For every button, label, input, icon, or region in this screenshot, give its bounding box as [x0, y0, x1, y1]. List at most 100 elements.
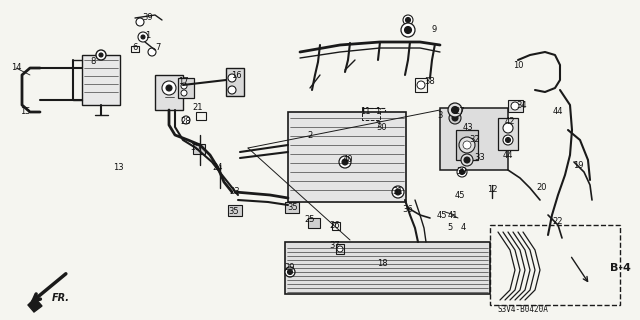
Text: 19: 19	[573, 161, 583, 170]
Circle shape	[141, 35, 145, 39]
Bar	[456, 130, 478, 160]
Bar	[440, 108, 508, 170]
Text: 30: 30	[377, 124, 387, 132]
Circle shape	[366, 114, 374, 122]
Bar	[285, 242, 490, 294]
Text: 28: 28	[180, 117, 191, 126]
Circle shape	[449, 112, 461, 124]
Text: 4: 4	[460, 223, 466, 233]
Text: 7: 7	[156, 44, 161, 52]
Text: 18: 18	[377, 259, 387, 268]
Text: 6: 6	[132, 44, 138, 52]
Circle shape	[228, 74, 236, 82]
Bar	[228, 205, 242, 216]
Bar	[490, 225, 620, 305]
Circle shape	[342, 159, 348, 165]
Bar	[155, 75, 183, 110]
Circle shape	[457, 167, 467, 177]
Circle shape	[365, 123, 375, 133]
Text: 36: 36	[403, 205, 413, 214]
Text: S3V4-B0420A: S3V4-B0420A	[498, 306, 549, 315]
Circle shape	[461, 154, 473, 166]
Circle shape	[417, 81, 425, 89]
Bar	[288, 112, 406, 202]
Text: 35: 35	[228, 207, 239, 217]
Circle shape	[285, 267, 295, 277]
Text: 44: 44	[503, 150, 513, 159]
Text: 7: 7	[375, 121, 381, 130]
Text: 20: 20	[537, 183, 547, 193]
Text: 43: 43	[463, 124, 474, 132]
Text: 33: 33	[475, 154, 485, 163]
Circle shape	[511, 102, 519, 110]
Text: 13: 13	[113, 164, 124, 172]
Circle shape	[464, 157, 470, 163]
Bar	[226, 68, 244, 96]
Bar	[336, 244, 344, 254]
Circle shape	[463, 141, 471, 149]
Circle shape	[403, 15, 413, 25]
Text: 23: 23	[230, 188, 240, 196]
Text: 27: 27	[454, 108, 465, 116]
Text: 24: 24	[212, 164, 223, 172]
Circle shape	[401, 23, 415, 37]
Circle shape	[459, 137, 475, 153]
Text: 45: 45	[455, 190, 465, 199]
Text: 38: 38	[424, 77, 435, 86]
Circle shape	[406, 18, 410, 22]
Text: 2: 2	[307, 131, 312, 140]
Circle shape	[404, 27, 412, 34]
Bar	[508, 100, 523, 112]
Bar	[285, 202, 299, 213]
Text: 32: 32	[470, 135, 480, 145]
Circle shape	[148, 48, 156, 56]
Text: 37: 37	[330, 241, 340, 250]
Circle shape	[503, 135, 513, 145]
Bar	[193, 144, 205, 154]
Bar	[363, 108, 385, 132]
Bar	[82, 55, 120, 105]
Circle shape	[452, 115, 458, 121]
Text: 44: 44	[553, 108, 563, 116]
Text: FR.: FR.	[52, 293, 70, 303]
Text: 21: 21	[193, 103, 204, 113]
Circle shape	[162, 81, 176, 95]
Circle shape	[368, 116, 372, 120]
Text: 29: 29	[285, 263, 295, 273]
Text: 25: 25	[305, 215, 316, 225]
Circle shape	[181, 83, 187, 89]
Circle shape	[136, 18, 144, 26]
Polygon shape	[28, 298, 42, 312]
Text: 22: 22	[553, 218, 563, 227]
Bar	[498, 118, 518, 150]
Circle shape	[337, 246, 343, 252]
Bar	[178, 78, 194, 98]
Text: 35: 35	[191, 143, 202, 153]
Text: 3: 3	[437, 110, 443, 119]
Text: 31: 31	[393, 188, 403, 196]
Circle shape	[166, 85, 172, 91]
Circle shape	[99, 53, 103, 57]
Circle shape	[392, 186, 404, 198]
Text: 5: 5	[447, 223, 452, 233]
Circle shape	[395, 189, 401, 195]
Text: 10: 10	[513, 60, 524, 69]
Bar	[196, 112, 206, 120]
Text: 12: 12	[487, 186, 497, 195]
Text: 35: 35	[288, 204, 298, 212]
Circle shape	[182, 116, 190, 124]
Text: 34: 34	[516, 100, 527, 109]
Circle shape	[181, 90, 187, 96]
Circle shape	[138, 32, 148, 42]
Circle shape	[339, 156, 351, 168]
Circle shape	[287, 269, 292, 275]
Text: 39: 39	[457, 167, 467, 177]
Text: 9: 9	[431, 26, 436, 35]
Text: 26: 26	[330, 220, 340, 229]
Text: B-4: B-4	[610, 263, 631, 273]
Bar	[332, 222, 340, 230]
Text: 39: 39	[143, 13, 154, 22]
Text: 41: 41	[448, 211, 458, 220]
Circle shape	[503, 123, 513, 133]
Circle shape	[451, 107, 458, 114]
